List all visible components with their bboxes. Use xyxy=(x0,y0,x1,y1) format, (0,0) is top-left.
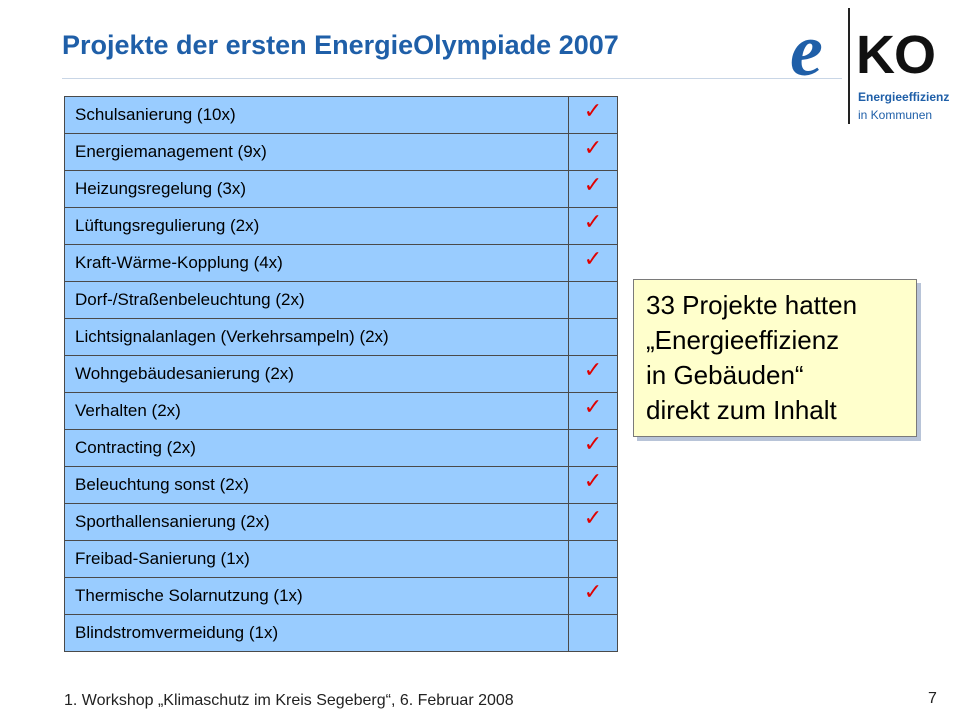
empty-check-cell xyxy=(568,281,618,319)
eko-logo: e KO Energieeffizienz in Kommunen xyxy=(790,6,960,126)
checkmark-icon: ✓ xyxy=(568,244,618,282)
logo-ko-text: KO xyxy=(856,25,936,85)
table-row: Energiemanagement (9x) ✓ xyxy=(64,133,618,171)
checkmark-icon: ✓ xyxy=(568,96,618,134)
table-row: Verhalten (2x) ✓ xyxy=(64,392,618,430)
table-row: Blindstromvermeidung (1x) xyxy=(64,614,618,652)
slide-title: Projekte der ersten EnergieOlympiade 200… xyxy=(62,30,619,60)
checkmark-icon: ✓ xyxy=(568,429,618,467)
slide-footer: 1. Workshop „Klimaschutz im Kreis Segebe… xyxy=(64,692,514,709)
checkmark-icon: ✓ xyxy=(568,170,618,208)
project-name-cell: Freibad-Sanierung (1x) xyxy=(64,540,569,578)
project-name-cell: Lüftungsregulierung (2x) xyxy=(64,207,569,245)
checkmark-icon: ✓ xyxy=(568,133,618,171)
projects-table-body: Schulsanierung (10x) ✓ Energiemanagement (… xyxy=(64,96,618,652)
checkmark-icon: ✓ xyxy=(568,392,618,430)
callout-line: in Gebäuden“ xyxy=(646,360,804,390)
project-name-cell: Contracting (2x) xyxy=(64,429,569,467)
table-row: Heizungsregelung (3x) ✓ xyxy=(64,170,618,208)
page-number: 7 xyxy=(928,690,937,707)
empty-check-cell xyxy=(568,318,618,356)
empty-check-cell xyxy=(568,540,618,578)
table-row: Thermische Solarnutzung (1x) ✓ xyxy=(64,577,618,615)
logo-tagline-2: in Kommunen xyxy=(858,108,933,122)
table-row: Sporthallensanierung (2x) ✓ xyxy=(64,503,618,541)
title-divider xyxy=(62,78,842,79)
project-name-cell: Lichtsignalanlagen (Verkehrsampeln) (2x) xyxy=(64,318,569,356)
table-row: Freibad-Sanierung (1x) xyxy=(64,540,618,578)
logo-tagline-1: Energieeffizienz xyxy=(858,90,950,104)
callout-line: direkt zum Inhalt xyxy=(646,395,837,425)
logo-divider xyxy=(848,8,850,124)
projects-table: Schulsanierung (10x) ✓ Energiemanagement (… xyxy=(64,96,618,652)
empty-check-cell xyxy=(568,614,618,652)
project-name-cell: Energiemanagement (9x) xyxy=(64,133,569,171)
callout-line: 33 Projekte hatten xyxy=(646,290,858,320)
checkmark-icon: ✓ xyxy=(568,466,618,504)
project-name-cell: Dorf-/Straßenbeleuchtung (2x) xyxy=(64,281,569,319)
project-name-cell: Schulsanierung (10x) xyxy=(64,96,569,134)
project-name-cell: Blindstromvermeidung (1x) xyxy=(64,614,569,652)
checkmark-icon: ✓ xyxy=(568,207,618,245)
table-row: Wohngebäudesanierung (2x) ✓ xyxy=(64,355,618,393)
table-row: Schulsanierung (10x) ✓ xyxy=(64,96,618,134)
table-row: Dorf-/Straßenbeleuchtung (2x) xyxy=(64,281,618,319)
project-name-cell: Verhalten (2x) xyxy=(64,392,569,430)
table-row: Lichtsignalanlagen (Verkehrsampeln) (2x) xyxy=(64,318,618,356)
checkmark-icon: ✓ xyxy=(568,577,618,615)
project-name-cell: Beleuchtung sonst (2x) xyxy=(64,466,569,504)
checkmark-icon: ✓ xyxy=(568,503,618,541)
checkmark-icon: ✓ xyxy=(568,355,618,393)
project-name-cell: Heizungsregelung (3x) xyxy=(64,170,569,208)
table-row: Contracting (2x) ✓ xyxy=(64,429,618,467)
callout-box: 33 Projekte hatten „Energieeffizienz in … xyxy=(633,279,917,437)
project-name-cell: Thermische Solarnutzung (1x) xyxy=(64,577,569,615)
table-row: Kraft-Wärme-Kopplung (4x) ✓ xyxy=(64,244,618,282)
project-name-cell: Sporthallensanierung (2x) xyxy=(64,503,569,541)
project-name-cell: Wohngebäudesanierung (2x) xyxy=(64,355,569,393)
table-row: Lüftungsregulierung (2x) ✓ xyxy=(64,207,618,245)
logo-e-letter: e xyxy=(790,10,823,92)
table-row: Beleuchtung sonst (2x) ✓ xyxy=(64,466,618,504)
project-name-cell: Kraft-Wärme-Kopplung (4x) xyxy=(64,244,569,282)
callout-line: „Energieeffizienz xyxy=(646,325,840,355)
